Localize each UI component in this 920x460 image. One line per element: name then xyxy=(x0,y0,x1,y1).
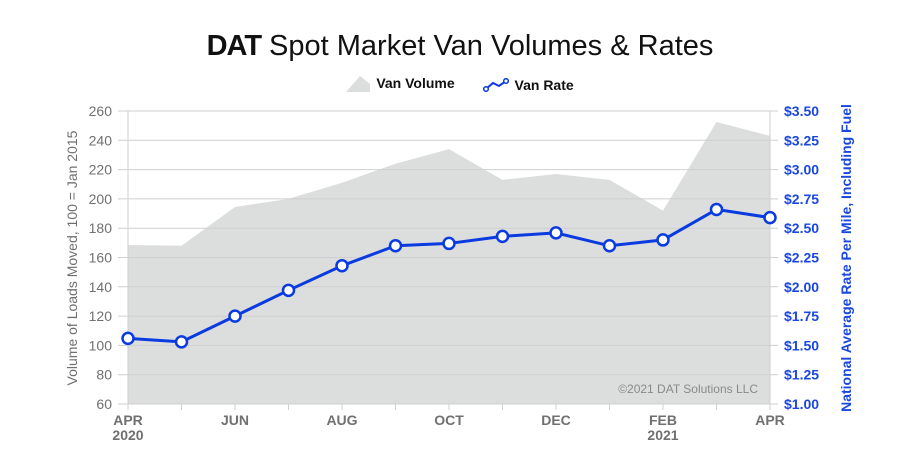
y2-tick-label: $3.00 xyxy=(784,162,819,178)
x-tick-label: JUN xyxy=(221,412,249,428)
x-tick-year: 2021 xyxy=(647,427,678,443)
y-tick-label: 60 xyxy=(96,396,112,412)
legend-item-volume: Van Volume xyxy=(346,74,455,92)
rate-point xyxy=(388,239,403,253)
rate-point xyxy=(121,331,135,346)
rate-point xyxy=(763,210,777,225)
area-swatch-icon xyxy=(346,76,371,92)
rate-point xyxy=(442,236,456,251)
y-tick-label: 260 xyxy=(89,103,113,119)
y2-tick-label: $1.25 xyxy=(784,367,819,383)
x-tick-label: APR xyxy=(113,412,143,428)
y-tick-label: 200 xyxy=(89,191,113,207)
y-axis-title: Volume of Loads Moved, 100 = Jan 2015 xyxy=(64,130,80,385)
dat-logo: DAT xyxy=(206,30,262,62)
y-tick-label: 80 xyxy=(96,367,112,383)
title-text: Spot Market Van Volumes & Rates xyxy=(269,30,714,62)
y2-tick-label: $1.00 xyxy=(784,396,819,412)
x-tick-label: FEB xyxy=(649,412,677,428)
legend-label: Van Volume xyxy=(376,75,455,91)
x-tick-label: AUG xyxy=(326,412,357,428)
chart-title: DAT Spot Market Van Volumes & Rates xyxy=(0,30,920,63)
y-tick-label: 100 xyxy=(89,337,113,353)
rate-point xyxy=(228,309,242,323)
y-tick-label: 240 xyxy=(89,132,113,148)
y2-tick-label: $1.75 xyxy=(784,308,819,324)
rate-point xyxy=(335,258,349,273)
y2-tick-label: $3.25 xyxy=(784,132,819,148)
rate-point xyxy=(281,283,296,298)
y2-tick-label: $3.50 xyxy=(784,103,819,119)
legend-label: Van Rate xyxy=(514,77,574,93)
rate-point xyxy=(495,229,510,244)
rate-point xyxy=(709,202,724,217)
y2-tick-label: $2.50 xyxy=(784,220,819,236)
y-tick-label: 140 xyxy=(89,279,113,295)
x-tick-year: 2020 xyxy=(112,427,143,443)
y2-tick-label: $2.00 xyxy=(784,279,819,295)
y-tick-label: 120 xyxy=(89,308,113,324)
y-tick-label: 160 xyxy=(89,250,113,266)
x-tick-label: DEC xyxy=(541,412,571,428)
x-tick-label: OCT xyxy=(434,412,464,428)
rate-point xyxy=(549,226,563,240)
rate-point xyxy=(656,233,670,247)
y-tick-label: 180 xyxy=(89,220,113,236)
x-tick-label: APR xyxy=(755,412,785,428)
line-swatch-icon xyxy=(482,78,509,92)
y2-axis-title: National Average Rate Per Mile, Includin… xyxy=(838,104,854,412)
rate-point xyxy=(602,239,617,253)
y2-tick-label: $2.75 xyxy=(784,191,819,207)
y-tick-label: 220 xyxy=(89,162,113,178)
y2-tick-label: $2.25 xyxy=(784,250,819,266)
copyright-note: ©2021 DAT Solutions LLC xyxy=(618,382,758,396)
y2-tick-label: $1.50 xyxy=(784,337,819,353)
legend: Van Volume Van Rate xyxy=(0,74,920,95)
volume-area xyxy=(128,121,770,405)
rate-point xyxy=(174,335,189,349)
legend-item-rate: Van Rate xyxy=(482,77,574,93)
